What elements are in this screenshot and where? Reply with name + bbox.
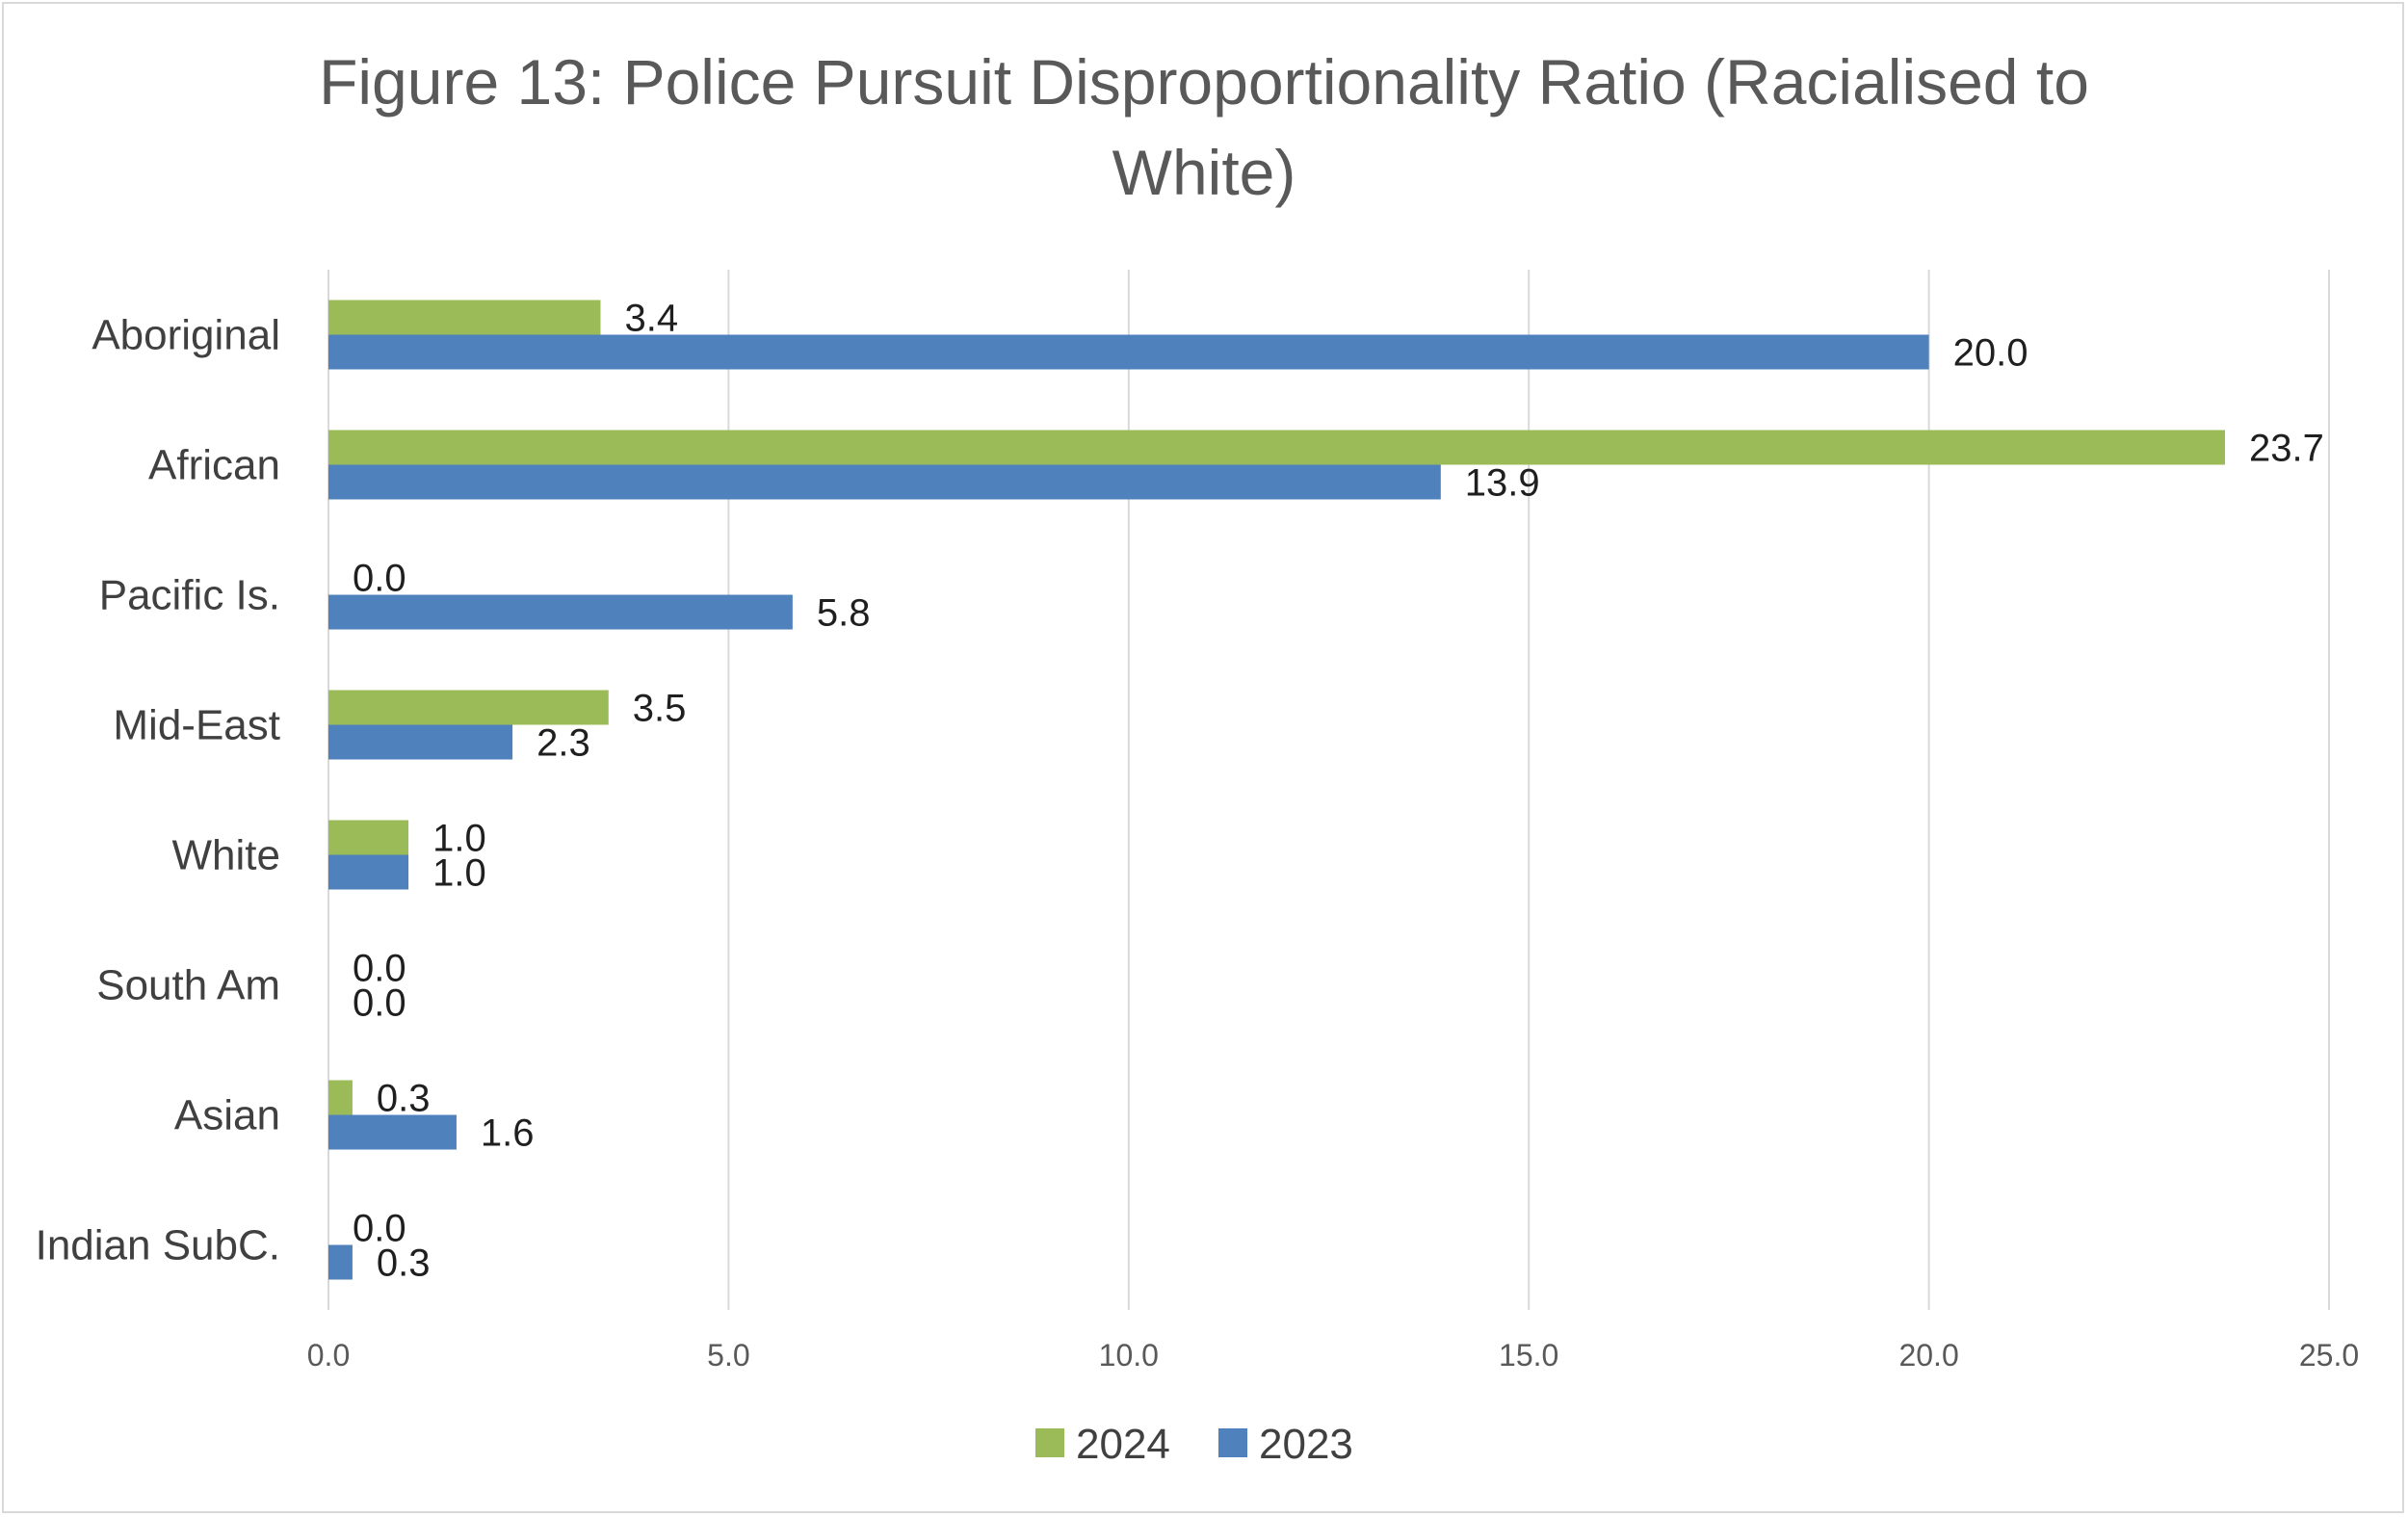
legend-label-2024: 2024 bbox=[1076, 1421, 1170, 1468]
bar-2023-asian bbox=[328, 1114, 457, 1150]
bar-2024-asian bbox=[328, 1080, 353, 1115]
x-tick-label-4: 20.0 bbox=[1898, 1338, 1958, 1373]
bar-2023-mid-east bbox=[328, 724, 513, 760]
bar-2024-mid-east bbox=[328, 690, 609, 725]
category-label-african: African bbox=[148, 442, 280, 489]
category-label-white: White bbox=[172, 832, 280, 879]
data-label-2023-south-am: 0.0 bbox=[353, 982, 406, 1025]
legend: 2024 2023 bbox=[1035, 1421, 1353, 1468]
chart-title-line-1: Figure 13: Police Pursuit Disproportiona… bbox=[319, 46, 2089, 118]
legend-label-2023: 2023 bbox=[1259, 1421, 1353, 1468]
bar-2023-aboriginal bbox=[328, 334, 1929, 370]
category-label-asian: Asian bbox=[174, 1092, 280, 1139]
bar-2024-white bbox=[328, 820, 409, 855]
data-label-2023-african: 13.9 bbox=[1465, 462, 1540, 505]
x-tick-label-5: 25.0 bbox=[2299, 1338, 2359, 1373]
data-label-2024-asian: 0.3 bbox=[377, 1078, 431, 1120]
bar-2023-african bbox=[328, 464, 1441, 500]
category-label-indian-subc: Indian SubC. bbox=[36, 1222, 280, 1269]
legend-swatch-2023 bbox=[1218, 1428, 1247, 1457]
data-label-2023-pacific-is: 5.8 bbox=[817, 592, 871, 635]
category-label-mid-east: Mid-East bbox=[113, 702, 280, 749]
data-label-2023-indian-subc: 0.3 bbox=[377, 1242, 431, 1285]
data-label-2024-indian-subc: 0.0 bbox=[353, 1208, 406, 1250]
gridlines bbox=[727, 270, 2330, 1310]
bars bbox=[328, 300, 2225, 1280]
data-label-2024-mid-east: 3.5 bbox=[633, 688, 687, 730]
bar-2023-white bbox=[328, 854, 409, 890]
data-label-2023-aboriginal: 20.0 bbox=[1953, 332, 2028, 375]
data-label-2024-white: 1.0 bbox=[432, 818, 486, 860]
data-label-2023-asian: 1.6 bbox=[481, 1112, 535, 1155]
category-label-south-am: South Am bbox=[96, 962, 280, 1009]
data-label-2024-pacific-is: 0.0 bbox=[353, 558, 406, 600]
bar-2023-indian-subc bbox=[328, 1244, 353, 1280]
category-label-pacific-is: Pacific Is. bbox=[99, 572, 280, 619]
data-label-2024-aboriginal: 3.4 bbox=[624, 298, 678, 340]
bar-2023-pacific-is bbox=[328, 594, 793, 630]
data-label-2024-african: 23.7 bbox=[2249, 428, 2324, 470]
x-tick-label-3: 15.0 bbox=[1499, 1338, 1558, 1373]
chart-title-line-2: White) bbox=[1112, 137, 1296, 208]
data-labels: 3.420.023.713.90.05.83.52.31.01.00.00.00… bbox=[353, 298, 2324, 1285]
bar-2024-african bbox=[328, 430, 2225, 465]
x-tick-label-2: 10.0 bbox=[1099, 1338, 1159, 1373]
x-tick-label-0: 0.0 bbox=[307, 1338, 350, 1373]
legend-swatch-2024 bbox=[1035, 1428, 1064, 1457]
data-label-2024-south-am: 0.0 bbox=[353, 948, 406, 990]
chart-title: Figure 13: Police Pursuit Disproportiona… bbox=[319, 46, 2089, 208]
data-label-2023-mid-east: 2.3 bbox=[537, 722, 590, 765]
x-tick-label-1: 5.0 bbox=[707, 1338, 749, 1373]
x-tick-labels: 0.0 5.0 10.0 15.0 20.0 25.0 bbox=[307, 1338, 2359, 1373]
data-label-2023-white: 1.0 bbox=[432, 852, 486, 895]
category-label-aboriginal: Aboriginal bbox=[92, 312, 280, 359]
bar-2024-aboriginal bbox=[328, 300, 601, 335]
category-labels: Aboriginal African Pacific Is. Mid-East Whit… bbox=[36, 312, 280, 1269]
